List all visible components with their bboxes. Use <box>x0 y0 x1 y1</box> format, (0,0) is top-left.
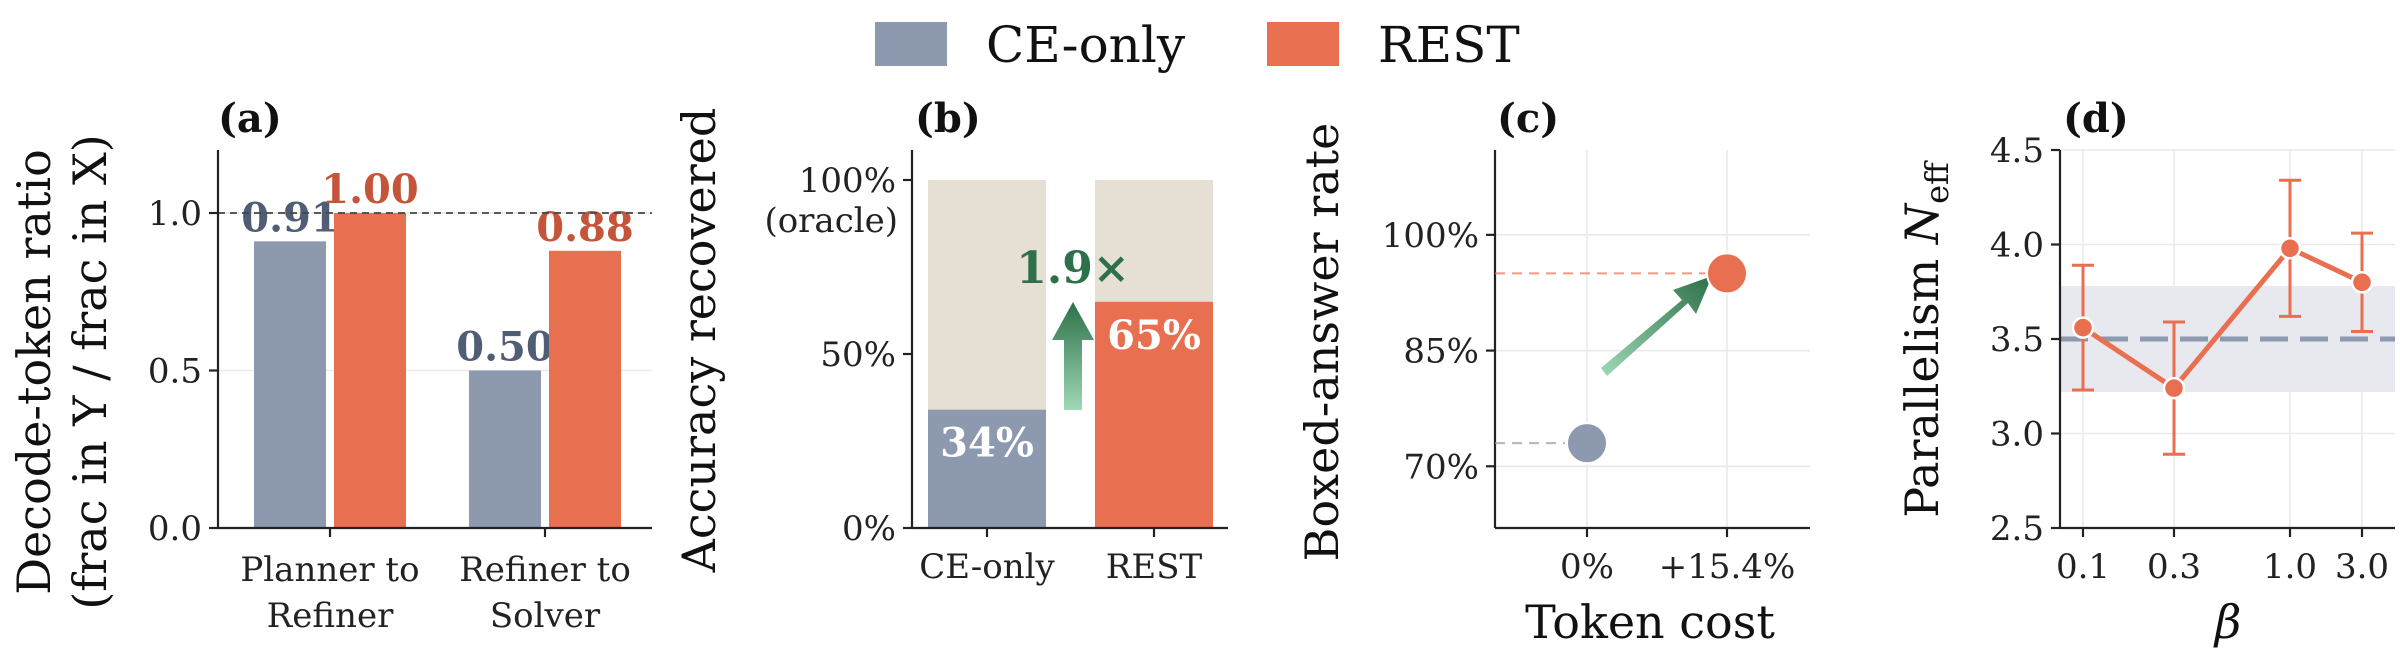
legend-swatch-ce-only <box>875 22 947 66</box>
y-tick-label: 85% <box>1403 332 1479 372</box>
panel-d: 2.5 3.0 3.5 4.0 4.5 0.1 0.3 1.0 3.0 β (d) Paralleli… <box>1895 95 2395 649</box>
y-tick-label: 4.5 <box>1990 131 2044 171</box>
y-tick-label: 70% <box>1403 447 1479 487</box>
x-tick-label: Refiner to <box>459 550 631 590</box>
legend-label-ce-only: CE-only <box>986 16 1186 74</box>
panel-label: (d) <box>2063 95 2129 142</box>
series-line-rest <box>2081 245 2364 392</box>
gain-arrow <box>1052 302 1094 410</box>
y-axis-label: Decode-token ratio <box>7 149 61 595</box>
gain-arrow <box>1601 276 1712 376</box>
panel-c: 70% 85% 100% 0% +15.4% Token cost (c) Boxed-ans… <box>1295 95 1810 649</box>
data-label: 65% <box>1107 312 1201 359</box>
x-tick-label: +15.4% <box>1659 547 1796 587</box>
y-tick-label: 100% <box>799 161 896 201</box>
x-tick-label: 1.0 <box>2263 547 2317 587</box>
x-tick-label: 3.0 <box>2335 547 2389 587</box>
x-tick-label: 0.1 <box>2056 547 2110 587</box>
panel-label: (b) <box>915 95 981 142</box>
point-rest <box>2350 271 2374 294</box>
bar-ce-only <box>928 409 1046 528</box>
gain-annotation: 1.9× <box>1016 243 1129 294</box>
y-tick-label: 4.0 <box>1990 226 2044 266</box>
bar-ce-only <box>254 241 326 528</box>
y-axis-label: Parallelism Neff <box>1895 160 1956 518</box>
bar-ce-only <box>469 370 541 528</box>
x-tick-label: Solver <box>490 596 601 636</box>
bar-rest <box>1095 301 1213 528</box>
y-axis-label: Accuracy recovered <box>672 108 726 574</box>
data-label: 0.88 <box>536 204 633 251</box>
x-axis-label: Token cost <box>1525 595 1775 649</box>
data-label: 34% <box>940 420 1034 467</box>
panel-label: (c) <box>1497 95 1559 142</box>
point-ce-only <box>1566 422 1608 465</box>
y-tick-label: 0.5 <box>148 352 202 392</box>
point-rest <box>1706 252 1748 295</box>
point-rest <box>2278 237 2302 260</box>
legend-swatch-rest <box>1267 22 1339 66</box>
data-label: 0.91 <box>241 194 338 241</box>
x-tick-label: Planner to <box>240 550 419 590</box>
panel-a: 0.0 0.5 1.0 0.91 0.50 1.00 0.88 Planner to Refin… <box>7 95 652 636</box>
y-tick-label: 50% <box>820 335 896 375</box>
x-tick-label: 0.3 <box>2147 547 2201 587</box>
y-tick-label: 3.5 <box>1990 320 2044 360</box>
y-tick-label: 0% <box>842 509 896 549</box>
panel-b: 34% 65% 0% 50% 100%(oracle) CE-only REST 1.9× (b… <box>672 95 1228 587</box>
x-tick-label: REST <box>1106 547 1203 587</box>
y-tick-label: 100% <box>1382 216 1479 256</box>
data-label: 1.00 <box>321 166 418 213</box>
y-tick-sublabel: (oracle) <box>764 201 898 241</box>
bar-rest <box>549 250 621 529</box>
y-axis-label: Boxed-answer rate <box>1295 123 1349 562</box>
y-tick-label: 2.5 <box>1990 509 2044 549</box>
x-tick-label: Refiner <box>267 596 394 636</box>
point-rest <box>2071 316 2095 339</box>
y-tick-label: 0.0 <box>148 509 202 549</box>
panel-label: (a) <box>218 95 282 142</box>
legend-label-rest: REST <box>1378 16 1520 74</box>
y-tick-label: 1.0 <box>148 194 202 234</box>
point-rest <box>2162 376 2186 400</box>
bar-rest <box>334 213 406 528</box>
x-tick-label: CE-only <box>919 547 1055 587</box>
legend: CE-only REST <box>875 16 1520 74</box>
x-axis-label: β <box>2213 595 2242 649</box>
x-tick-label: 0% <box>1560 547 1614 587</box>
y-tick-label: 3.0 <box>1990 415 2044 455</box>
data-label: 0.50 <box>456 324 553 371</box>
y-axis-label: (frac in Y / frac in X) <box>63 134 117 609</box>
